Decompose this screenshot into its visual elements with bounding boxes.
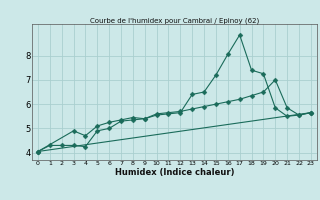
- Title: Courbe de l'humidex pour Cambrai / Epinoy (62): Courbe de l'humidex pour Cambrai / Epino…: [90, 18, 259, 24]
- X-axis label: Humidex (Indice chaleur): Humidex (Indice chaleur): [115, 168, 234, 177]
